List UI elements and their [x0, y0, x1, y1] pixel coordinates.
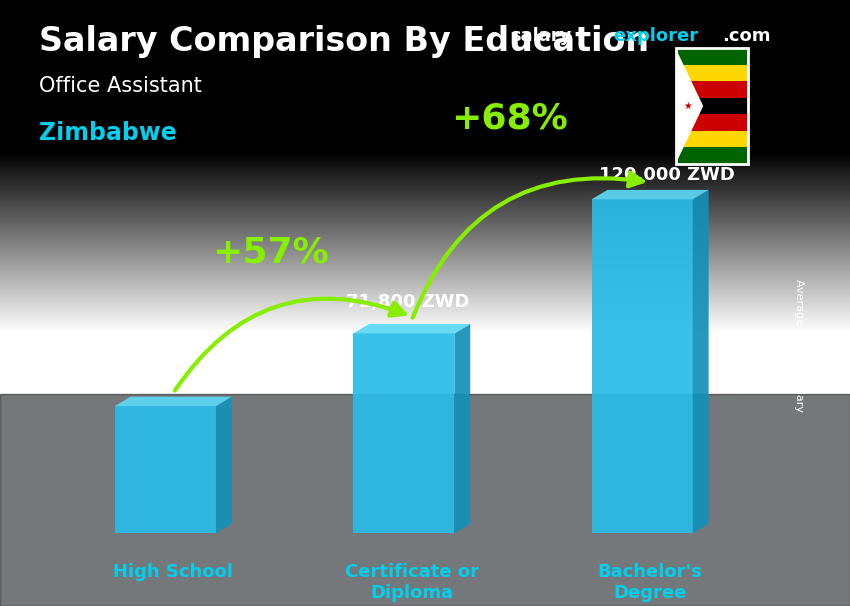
- Text: Zimbabwe: Zimbabwe: [39, 121, 177, 145]
- Text: Office Assistant: Office Assistant: [39, 76, 202, 96]
- Polygon shape: [115, 406, 216, 533]
- Text: High School: High School: [113, 564, 233, 581]
- Text: 45,700 ZWD: 45,700 ZWD: [100, 365, 224, 384]
- Polygon shape: [115, 397, 232, 406]
- Text: +68%: +68%: [450, 102, 568, 136]
- Text: salary: salary: [510, 27, 571, 45]
- Text: explorer: explorer: [614, 27, 699, 45]
- Bar: [676, 131, 748, 147]
- Text: +57%: +57%: [212, 236, 329, 270]
- Text: Certificate or
Diploma: Certificate or Diploma: [345, 564, 479, 602]
- Polygon shape: [693, 190, 709, 533]
- Text: Average Monthly Salary: Average Monthly Salary: [794, 279, 804, 412]
- Polygon shape: [592, 199, 693, 533]
- Bar: [676, 115, 748, 131]
- Text: 120,000 ZWD: 120,000 ZWD: [598, 166, 734, 184]
- Bar: [676, 65, 748, 81]
- Polygon shape: [216, 397, 232, 533]
- Polygon shape: [454, 324, 470, 533]
- Text: Bachelor's
Degree: Bachelor's Degree: [598, 564, 702, 602]
- Text: 71,800 ZWD: 71,800 ZWD: [346, 293, 469, 311]
- Text: .com: .com: [722, 27, 771, 45]
- Bar: [676, 48, 748, 65]
- Polygon shape: [592, 190, 709, 199]
- Bar: [676, 98, 748, 115]
- Polygon shape: [354, 324, 470, 333]
- Bar: [676, 147, 748, 164]
- Polygon shape: [354, 333, 454, 533]
- Bar: [676, 81, 748, 98]
- Polygon shape: [676, 48, 703, 164]
- Text: Salary Comparison By Education: Salary Comparison By Education: [39, 25, 649, 58]
- Text: ★: ★: [683, 101, 692, 111]
